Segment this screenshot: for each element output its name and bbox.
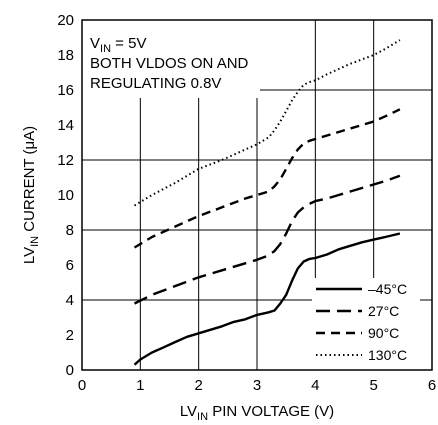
legend-label-2: 90°C xyxy=(368,325,399,341)
x-tick-label: 5 xyxy=(369,377,377,394)
x-tick-label: 6 xyxy=(428,377,436,394)
y-tick-label: 4 xyxy=(66,292,74,309)
legend: –45°C 27°C 90°C 130°C xyxy=(316,281,407,363)
y-tick-label: 2 xyxy=(66,327,74,344)
condition-text: VIN = 5V BOTH VLDOS ON AND REGULATING 0.… xyxy=(90,35,249,92)
y-tick-label: 20 xyxy=(57,12,74,29)
y-tick-label: 18 xyxy=(57,47,74,64)
plot-frame xyxy=(81,19,433,371)
y-axis-label-main: LV xyxy=(21,247,38,264)
x-axis-label-sub: IN xyxy=(197,411,208,423)
y-tick-label: 0 xyxy=(66,362,74,379)
x-axis-label-rest: PIN VOLTAGE (V) xyxy=(208,403,334,420)
x-tick-label: 1 xyxy=(136,377,144,394)
y-axis-label-rest: CURRENT (μA) xyxy=(21,126,38,236)
condition-line-1-rest: = 5V xyxy=(111,35,146,52)
y-tick-label: 16 xyxy=(57,82,74,99)
legend-label-0: –45°C xyxy=(368,281,407,297)
y-tick-label: 12 xyxy=(57,152,74,169)
legend-label-3: 130°C xyxy=(368,347,407,363)
x-axis-label-main: LV xyxy=(180,403,197,420)
condition-line-1-sub: IN xyxy=(100,43,111,55)
y-axis-label-sub: IN xyxy=(29,236,41,247)
condition-line-1-main: V xyxy=(90,35,100,52)
series-line-3 xyxy=(133,39,401,207)
series-line-1 xyxy=(133,174,401,305)
condition-box xyxy=(82,20,260,98)
y-tick-label: 6 xyxy=(66,257,74,274)
x-tick-label: 0 xyxy=(78,377,86,394)
x-tick-label: 4 xyxy=(311,377,319,394)
series-line-2 xyxy=(133,108,401,249)
y-axis-label: LVIN CURRENT (μA) xyxy=(21,126,41,264)
y-tick-label: 8 xyxy=(66,222,74,239)
series-line-0 xyxy=(133,232,401,366)
y-tick-label: 10 xyxy=(57,187,74,204)
legend-label-1: 27°C xyxy=(368,303,399,319)
condition-line-3: REGULATING 0.8V xyxy=(90,75,221,92)
condition-line-1: VIN = 5V xyxy=(90,35,146,55)
y-tick-label: 14 xyxy=(57,117,74,134)
series xyxy=(133,39,401,366)
condition-line-2: BOTH VLDOS ON AND xyxy=(90,55,249,72)
x-axis-label: LVIN PIN VOLTAGE (V) xyxy=(180,403,334,423)
x-tick-label: 2 xyxy=(194,377,202,394)
x-tick-label: 3 xyxy=(253,377,261,394)
